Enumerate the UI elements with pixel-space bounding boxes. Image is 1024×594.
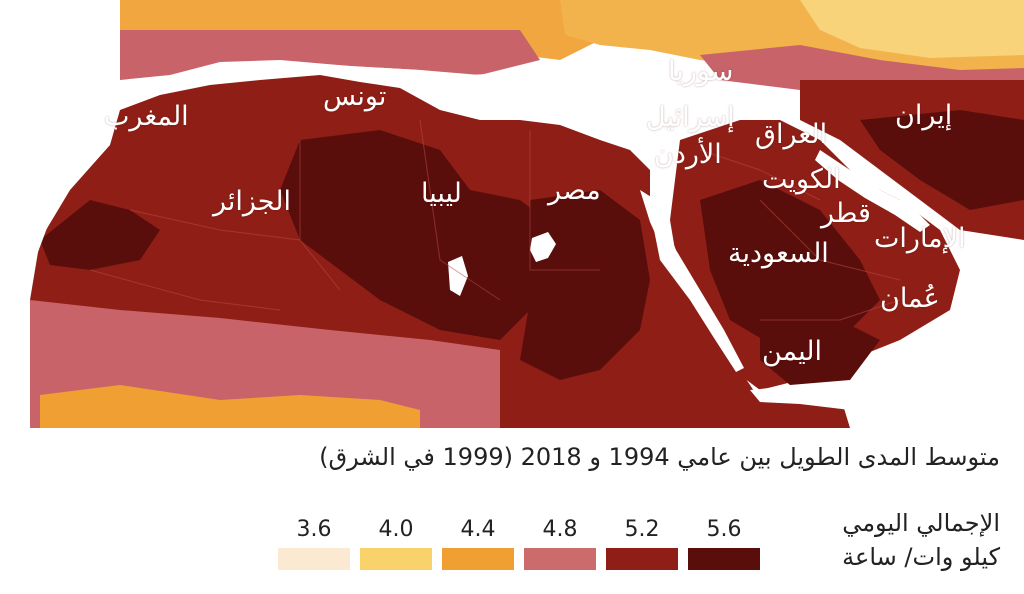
yemen-core	[760, 320, 880, 385]
legend-item: 5.2	[606, 518, 678, 570]
iran-core	[860, 110, 1024, 210]
country-label-algeria: الجزائر	[213, 186, 291, 217]
country-label-syria: سوريا	[668, 56, 734, 87]
arabia-core	[700, 180, 880, 350]
country-label-saudi-arabia: السعودية	[728, 238, 829, 269]
no-data-patch	[530, 232, 556, 262]
legend-value: 5.2	[624, 517, 660, 542]
legend-swatch	[360, 548, 432, 570]
country-label-morocco: المغرب	[104, 101, 189, 132]
no-data-patch	[448, 256, 468, 296]
map-caption: متوسط المدى الطويل بين عامي 1994 و 2018 …	[319, 443, 1000, 471]
country-label-iran: إيران	[895, 100, 953, 131]
country-label-israel: إسرائيل	[646, 102, 735, 133]
sahara-core-central	[280, 130, 560, 340]
country-label-qatar: قطر	[821, 198, 871, 229]
legend-item: 3.6	[278, 518, 350, 570]
persian-gulf	[815, 150, 930, 232]
sahara-core-egypt	[520, 190, 650, 380]
legend-value: 4.0	[378, 517, 414, 542]
country-label-libya: ليبيا	[421, 178, 462, 209]
legend-value: 3.6	[296, 517, 332, 542]
country-label-uae: الإمارات	[874, 223, 966, 254]
legend-swatch	[524, 548, 596, 570]
gulf-of-aden	[750, 385, 850, 410]
country-label-iraq: العراق	[755, 119, 828, 150]
sahara-core-west	[40, 200, 160, 270]
legend-title-line1: الإجمالي اليومي	[842, 509, 1000, 537]
legend-swatch	[442, 548, 514, 570]
legend-item: 4.0	[360, 518, 432, 570]
solar-irradiance-map	[0, 0, 1024, 428]
legend-item: 4.4	[442, 518, 514, 570]
country-label-kuwait: الكويت	[762, 164, 841, 195]
legend-title-line2: كيلو وات/ ساعة	[842, 543, 1000, 571]
country-label-yemen: اليمن	[762, 336, 823, 367]
legend-item: 5.6	[688, 518, 760, 570]
country-label-jordan: الأردن	[654, 139, 722, 170]
legend-title: الإجمالي اليومي كيلو وات/ ساعة	[842, 506, 1000, 574]
legend-value: 4.4	[460, 517, 496, 542]
legend-value: 4.8	[542, 517, 578, 542]
country-label-tunisia: تونس	[323, 81, 387, 112]
sahel-orange	[40, 385, 420, 428]
red-sea	[640, 190, 744, 372]
turkey-yellow	[800, 0, 1024, 58]
legend-swatch	[688, 548, 760, 570]
legend-swatch	[278, 548, 350, 570]
mediterranean-sea	[170, 62, 660, 140]
legend-value: 5.6	[706, 517, 742, 542]
europe-land-south	[120, 30, 540, 80]
legend-item: 4.8	[524, 518, 596, 570]
country-label-oman: عُمان	[880, 283, 940, 314]
legend-swatch	[606, 548, 678, 570]
country-borders	[89, 119, 901, 321]
country-label-egypt: مصر	[548, 175, 601, 206]
atlantic-ocean	[0, 100, 110, 428]
